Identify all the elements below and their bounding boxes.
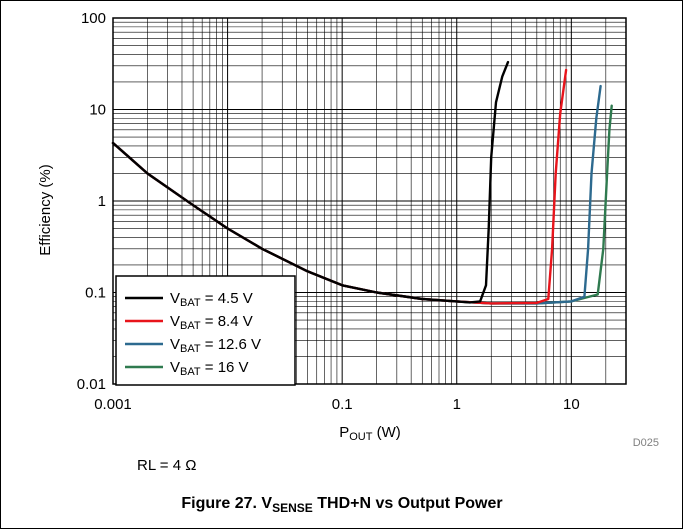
tick-labels: 0.001 0.1 1 10 100 10 1 0.1 0.01 <box>77 10 580 413</box>
y-tick-label: 0.01 <box>77 376 106 393</box>
x-tick-label: 10 <box>563 396 580 413</box>
series-line <box>111 68 568 305</box>
legend-entry: VBAT = 12.6 V <box>170 336 261 355</box>
plot-border <box>112 17 627 385</box>
series-line <box>111 60 510 304</box>
x-tick-label: 1 <box>453 396 461 413</box>
y-tick-label: 100 <box>81 10 106 27</box>
x-tick-label: 0.001 <box>94 396 132 413</box>
figure-caption: Figure 27. VSENSE THD+N vs Output Power <box>181 495 502 515</box>
legend-entry: VBAT = 4.5 V <box>170 290 253 309</box>
y-tick-label: 0.1 <box>85 285 106 302</box>
x-axis-label: POUT (W) <box>339 424 401 443</box>
y-tick-label: 1 <box>98 193 106 210</box>
load-note: RL = 4 Ω <box>137 457 196 474</box>
legend: VBAT = 4.5 V VBAT = 8.4 V VBAT = 12.6 V VBA… <box>115 275 296 386</box>
legend-entry: VBAT = 16 V <box>170 359 249 378</box>
series-line <box>111 84 602 305</box>
figure-code: D025 <box>633 437 659 449</box>
y-axis-label: Efficiency (%) <box>37 164 54 255</box>
x-tick-label: 0.1 <box>332 396 353 413</box>
legend-entry: VBAT = 8.4 V <box>170 313 253 332</box>
series-lines <box>111 60 613 305</box>
y-tick-label: 10 <box>89 102 106 119</box>
